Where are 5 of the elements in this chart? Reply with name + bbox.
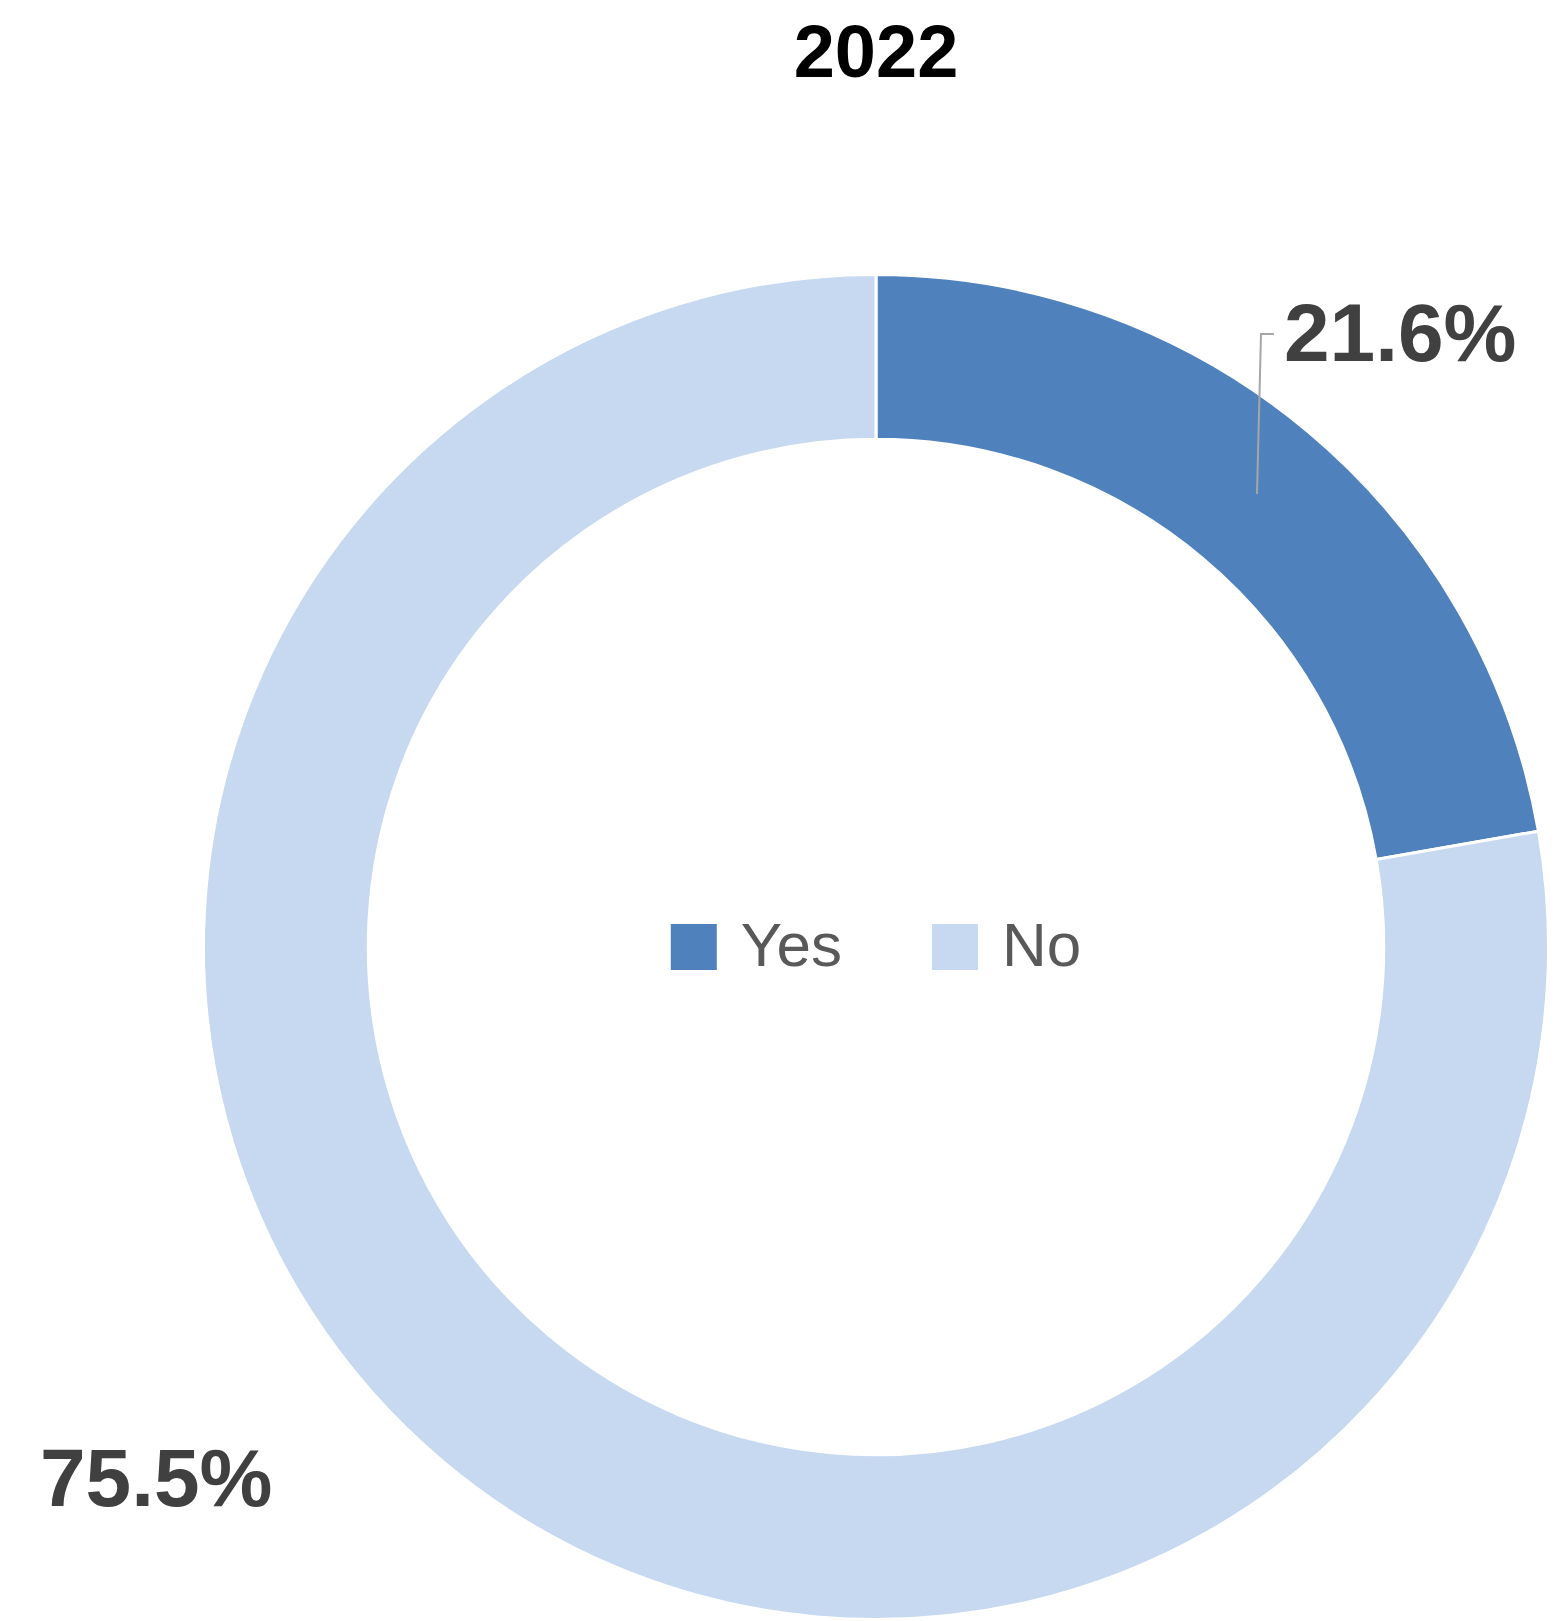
legend-label: No — [1001, 910, 1082, 980]
data-label: 75.5% — [40, 1431, 273, 1523]
data-label: 21.6% — [1284, 286, 1517, 378]
legend-label: Yes — [740, 910, 842, 980]
chart-title: 2022 — [793, 10, 959, 94]
